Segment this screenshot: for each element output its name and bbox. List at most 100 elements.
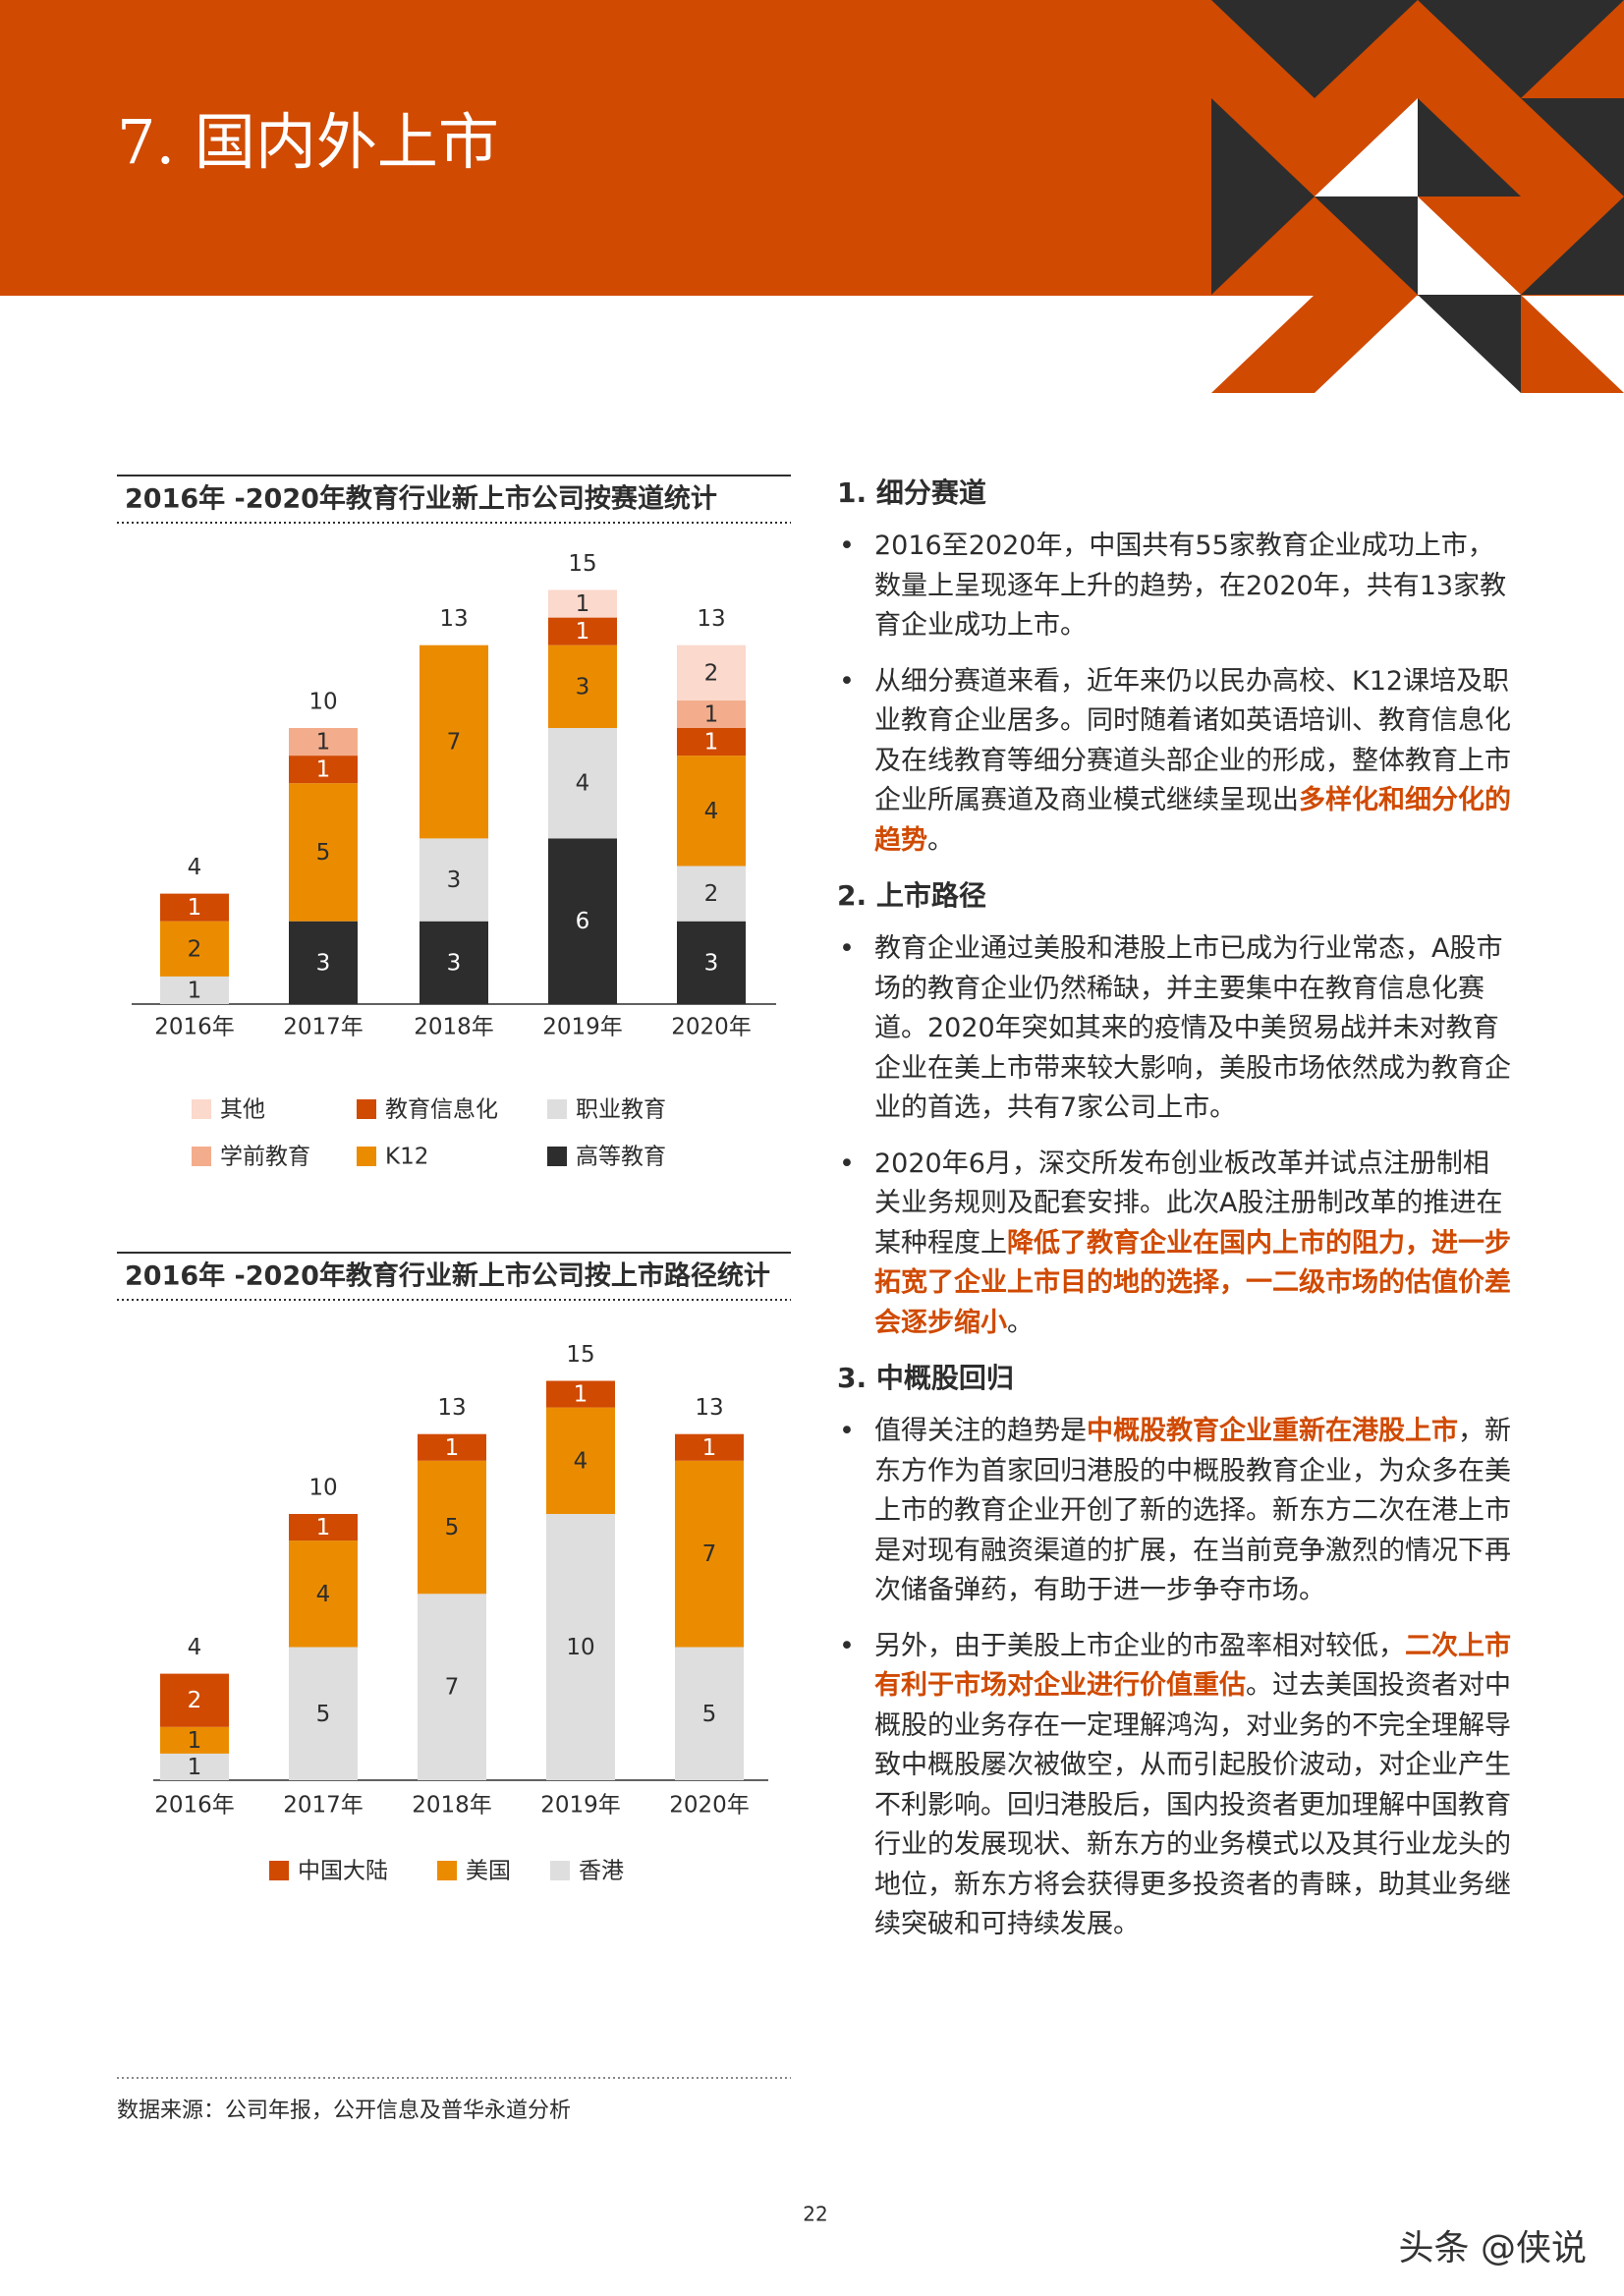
bullet-paragraph: 教育企业通过美股和港股上市已成为行业常态，A股市场的教育企业仍然稀缺，并主要集中… [837, 929, 1515, 1129]
segment-label: 5 [316, 1702, 331, 1727]
total-label: 15 [568, 551, 596, 577]
pattern-triangle [1521, 295, 1624, 393]
legend-swatch [357, 1147, 376, 1166]
bar-segment [548, 838, 617, 1004]
bar-segment [675, 1460, 744, 1648]
segment-label: 5 [316, 840, 331, 866]
pattern-triangle [1211, 295, 1315, 393]
bar-segment [418, 1594, 486, 1780]
segment-label: 3 [576, 674, 590, 700]
pattern-triangle [1211, 98, 1315, 196]
page-number: 22 [803, 2203, 827, 2226]
segment-label: 1 [704, 730, 719, 756]
segment-label: 4 [574, 1448, 588, 1474]
legend-label: 香港 [579, 1859, 624, 1884]
pattern-triangle [1521, 98, 1624, 196]
segment-label: 5 [445, 1515, 460, 1540]
legend-swatch [437, 1861, 457, 1880]
x-tick-label: 2016年 [154, 1015, 235, 1040]
legend-label: 其他 [220, 1097, 265, 1123]
pattern-triangle [1315, 0, 1418, 98]
segment-label: 2 [704, 660, 719, 686]
highlight-text: 二次上市有利于市场对企业进行价值重估 [874, 1630, 1511, 1702]
bar-segment [289, 1540, 358, 1648]
x-tick-label: 2017年 [283, 1015, 364, 1040]
x-tick-label: 2020年 [671, 1015, 752, 1040]
total-label: 4 [188, 1635, 202, 1660]
segment-label: 3 [447, 950, 462, 976]
bar-segment [677, 866, 746, 922]
body-text: 教育企业通过美股和港股上市已成为行业常态，A股市场的教育企业仍然稀缺，并主要集中… [874, 933, 1511, 1123]
bar-segment [160, 893, 229, 922]
x-tick-label: 2019年 [542, 1015, 623, 1040]
total-label: 10 [308, 1476, 337, 1501]
legend-label: 教育信息化 [385, 1097, 498, 1123]
legend-label: 职业教育 [576, 1097, 666, 1123]
bullet-paragraph: 2020年6月，深交所发布创业板改革并试点注册制相关业务规则及配套安排。此次A股… [837, 1145, 1515, 1344]
bar-segment [548, 728, 617, 839]
body-text: 2020年6月，深交所发布创业板改革并试点注册制相关业务规则及配套安排。此次A股… [874, 1148, 1503, 1259]
bar-segment [289, 783, 358, 922]
total-label: 15 [566, 1342, 594, 1368]
pattern-triangle [1211, 196, 1315, 295]
segment-label: 1 [316, 730, 331, 756]
legend-swatch [192, 1147, 211, 1166]
bar-segment [160, 921, 229, 977]
section: 3. 中概股回归值得关注的趋势是中概股教育企业重新在港股上市，新东方作为首家回归… [837, 1359, 1515, 1945]
bullet-paragraph: 从细分赛道来看，近年来仍以民办高校、K12课培及职业教育企业居多。同时随着诸如英… [837, 662, 1515, 862]
segment-label: 3 [704, 950, 719, 976]
bullet-paragraph: 另外，由于美股上市企业的市盈率相对较低，二次上市有利于市场对企业进行价值重估。过… [837, 1627, 1515, 1945]
page-title: 7. 国内外上市 [117, 106, 499, 178]
pattern-triangle [1418, 0, 1521, 98]
section-heading: 1. 细分赛道 [837, 476, 986, 509]
pattern-triangle [1315, 98, 1418, 196]
bar-segment [289, 756, 358, 784]
body-text: 值得关注的趋势是 [874, 1416, 1087, 1446]
bar-segment [160, 1753, 229, 1780]
segment-label: 1 [574, 1382, 588, 1408]
segment-label: 1 [188, 1755, 202, 1780]
bar-segment [289, 728, 358, 756]
body-text: 从细分赛道来看，近年来仍以民办高校、K12课培及职业教育企业居多。同时随着诸如英… [874, 665, 1511, 816]
legend-swatch [192, 1099, 211, 1119]
segment-label: 1 [445, 1435, 460, 1461]
x-tick-label: 2016年 [154, 1793, 235, 1819]
segment-label: 1 [702, 1435, 717, 1461]
segment-label: 4 [576, 771, 590, 797]
legend-label: 学前教育 [220, 1145, 310, 1170]
bar-segment [677, 921, 746, 1004]
pattern-triangle [1521, 0, 1624, 98]
legend-swatch [269, 1861, 289, 1880]
legend-label: 美国 [466, 1859, 511, 1884]
x-tick-label: 2017年 [283, 1793, 364, 1819]
section: 1. 细分赛道 2016至2020年，中国共有55家教育企业成功上市，数量上呈现逐… [837, 474, 1515, 861]
legend-swatch [547, 1099, 567, 1119]
segment-label: 1 [316, 757, 331, 783]
pattern-triangle [1521, 196, 1624, 295]
body-text: 。 [927, 824, 954, 856]
bar-segment [420, 838, 488, 922]
watermark: 头条 @侠说 [1399, 2228, 1587, 2268]
bar-segment [418, 1433, 486, 1461]
bar-segment [546, 1407, 615, 1514]
bar-segment [160, 1673, 229, 1727]
section-heading: 2. 上市路径 [837, 879, 986, 912]
bar-segment [289, 921, 358, 1004]
x-tick-label: 2020年 [669, 1793, 750, 1819]
segment-label: 7 [445, 1675, 460, 1701]
bar-segment [289, 1514, 358, 1541]
segment-label: 1 [316, 1515, 331, 1540]
bar-segment [675, 1433, 744, 1461]
total-label: 13 [697, 606, 725, 632]
section-heading: 3. 中概股回归 [837, 1362, 1014, 1394]
segment-label: 3 [447, 868, 462, 893]
bar-segment [546, 1514, 615, 1780]
bar-segment [675, 1647, 744, 1780]
bar-segment [677, 756, 746, 867]
bar-segment [160, 976, 229, 1004]
bar-segment [420, 644, 488, 839]
body-text: 。 [1007, 1307, 1034, 1338]
segment-label: 7 [702, 1541, 717, 1567]
segment-label: 4 [704, 799, 719, 824]
